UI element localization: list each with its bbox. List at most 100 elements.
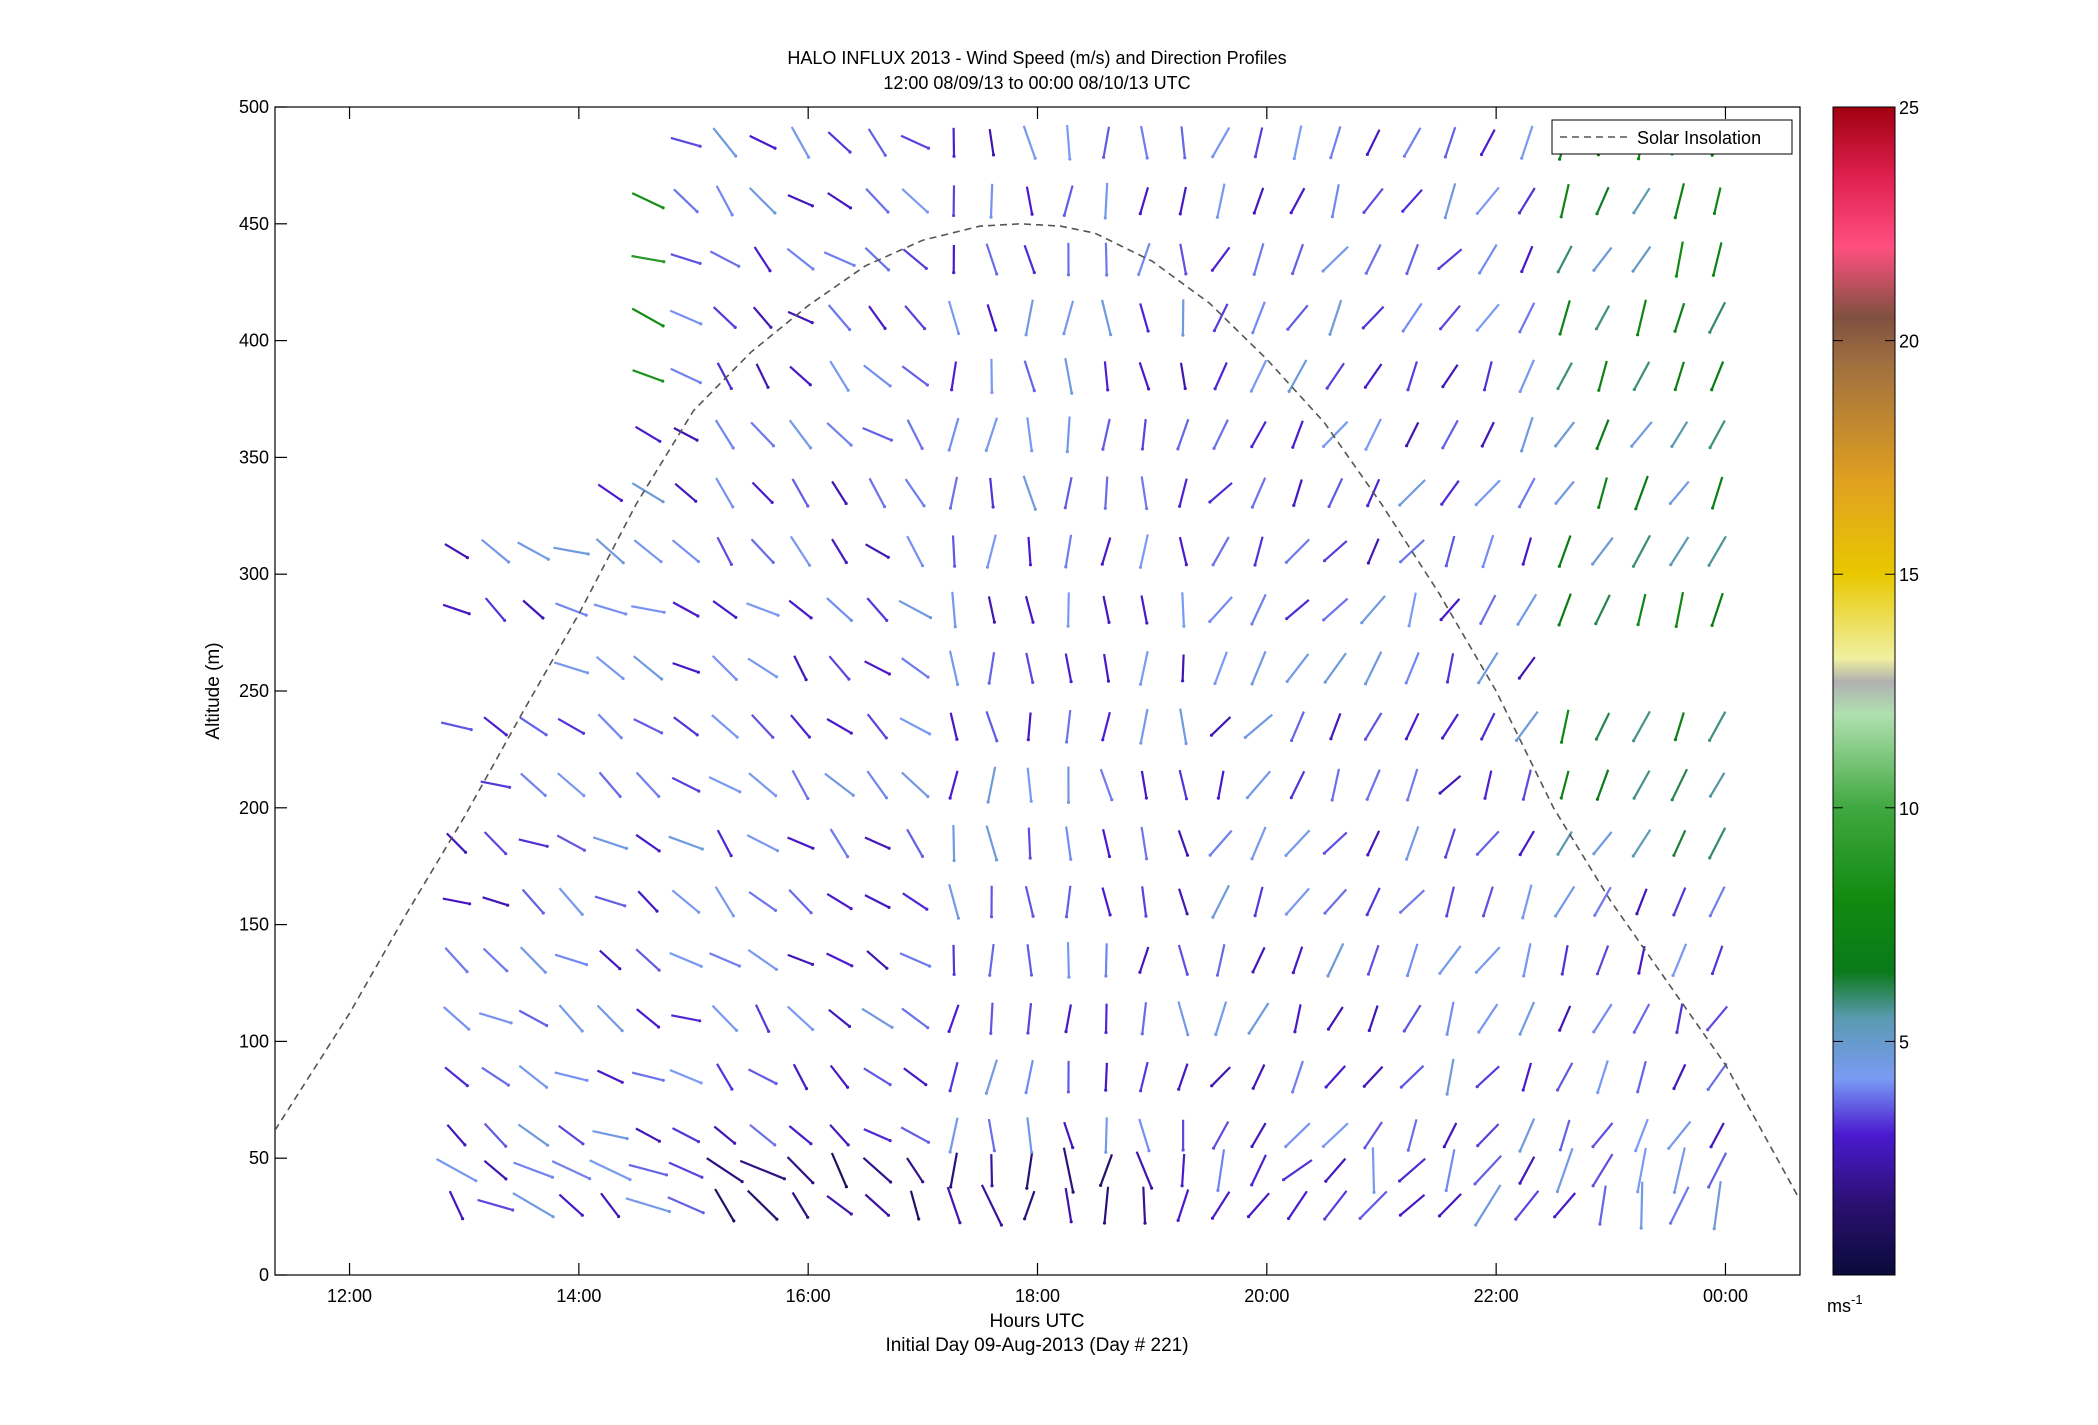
y-axis-label: Altitude (m)	[203, 642, 224, 739]
wind-vector-head	[1673, 216, 1677, 220]
wind-vector	[746, 602, 779, 617]
wind-vector-head	[1291, 445, 1295, 449]
wind-vector	[949, 1152, 958, 1188]
wind-vector	[1065, 826, 1072, 860]
wind-vector-head	[1673, 738, 1677, 742]
wind-vector	[900, 1126, 930, 1144]
wind-vector	[1026, 1002, 1033, 1034]
wind-vector-head	[952, 271, 956, 275]
wind-vector-head	[1284, 1144, 1288, 1149]
wind-vector-head	[890, 1025, 894, 1029]
wind-vector-head	[1709, 1145, 1713, 1149]
wind-vector-head	[1291, 971, 1295, 975]
wind-vector-head	[948, 1089, 952, 1093]
wind-vector-head	[925, 383, 930, 387]
wind-vector-head	[847, 1024, 852, 1028]
wind-vector-head	[886, 210, 890, 214]
wind-vector-head	[885, 966, 889, 970]
wind-vector	[1140, 770, 1148, 799]
wind-vector-head	[1210, 268, 1214, 272]
wind-vector	[518, 838, 548, 848]
wind-vector	[1177, 1063, 1189, 1090]
wind-vector	[906, 828, 924, 857]
wind-vector-head	[657, 1139, 662, 1143]
wind-vector-head	[1520, 269, 1524, 274]
wind-vector-head	[1673, 329, 1677, 333]
wind-vector	[1250, 593, 1267, 625]
wind-vector	[1217, 770, 1225, 799]
wind-vector-head	[1026, 1031, 1030, 1035]
wind-vector	[1405, 243, 1420, 274]
wind-vector-head	[849, 731, 853, 735]
wind-vector-head	[465, 970, 469, 974]
wind-vector-head	[1216, 796, 1220, 800]
wind-vector	[599, 949, 621, 970]
wind-vector-head	[1674, 274, 1678, 278]
wind-vector	[1596, 945, 1610, 975]
wind-vector-head	[1213, 681, 1217, 686]
wind-vector-head	[620, 1029, 624, 1033]
wind-vector-head	[999, 1223, 1004, 1227]
colorbar-ticks: 5 10 15 20 25	[1833, 98, 1919, 1052]
wind-vector-head	[1594, 737, 1598, 741]
wind-vector	[1064, 1004, 1072, 1032]
wind-vector-head	[1066, 624, 1070, 628]
wind-vector-head	[1069, 1220, 1073, 1224]
x-tick-label: 22:00	[1474, 1286, 1519, 1306]
wind-vector	[949, 1061, 959, 1091]
wind-vector-head	[1554, 501, 1558, 505]
wind-vector	[1251, 301, 1266, 333]
y-tick-label: 350	[239, 447, 269, 467]
wind-vector-head	[1560, 972, 1564, 976]
wind-vector-head	[958, 1221, 962, 1225]
wind-vector-head	[1559, 215, 1563, 219]
wind-vector-head	[1103, 216, 1107, 220]
wind-vector-head	[992, 620, 997, 624]
wind-vector	[1139, 650, 1149, 685]
wind-vector-head	[1324, 1179, 1328, 1183]
wind-vector-head	[662, 260, 666, 264]
wind-vector-head	[730, 1087, 734, 1091]
wind-vector-head	[1145, 621, 1149, 625]
wind-vector	[481, 1066, 510, 1087]
wind-vector-head	[888, 1139, 892, 1143]
wind-vector	[1634, 475, 1649, 510]
wind-vector-head	[1251, 970, 1255, 974]
wind-vector	[1364, 651, 1383, 685]
wind-vector	[1444, 828, 1456, 858]
wind-vector-head	[888, 384, 892, 388]
wind-vector	[1636, 1060, 1647, 1092]
wind-vector	[1481, 534, 1495, 567]
wind-vector	[1290, 711, 1305, 741]
wind-vector	[949, 476, 959, 509]
wind-vector	[1480, 129, 1496, 156]
wind-vector	[1482, 886, 1494, 917]
wind-vector-head	[661, 1078, 665, 1082]
wind-vector	[592, 1130, 628, 1140]
wind-vector	[1139, 1061, 1149, 1092]
wind-vector	[1674, 361, 1685, 390]
wind-vector-head	[1559, 740, 1564, 744]
wind-vector-head	[729, 386, 733, 391]
wind-vector-head	[886, 555, 890, 559]
wind-vector-head	[1145, 156, 1149, 160]
wind-vector	[1365, 244, 1382, 274]
wind-vector	[1671, 421, 1689, 447]
wind-vector	[827, 304, 851, 331]
wind-vector-head	[1637, 157, 1641, 161]
wind-vector	[868, 477, 886, 508]
wind-vector-head	[546, 1143, 550, 1147]
wind-vector-head	[657, 794, 661, 799]
wind-vector-head	[887, 905, 891, 910]
wind-vector	[828, 655, 850, 680]
wind-vector-head	[949, 1185, 953, 1189]
wind-vector-head	[1106, 388, 1110, 392]
wind-vector-head	[1026, 738, 1030, 742]
wind-vector-head	[1143, 1221, 1147, 1225]
wind-vector-head	[1024, 1091, 1028, 1095]
wind-vector	[1592, 1003, 1613, 1033]
wind-vector	[1102, 595, 1111, 623]
wind-vector	[519, 716, 547, 736]
wind-vector-head	[699, 322, 703, 326]
